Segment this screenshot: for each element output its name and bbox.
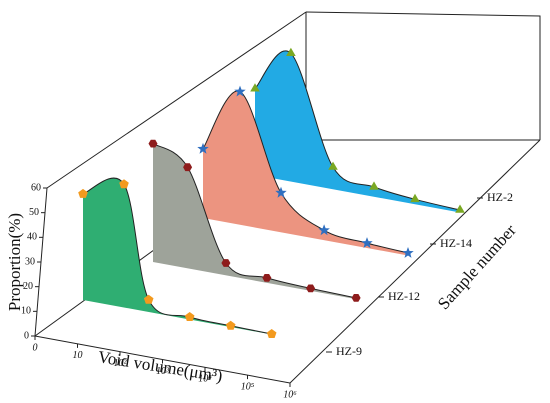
- y-tick-label: 30: [25, 256, 35, 267]
- area: [203, 90, 408, 256]
- x-tick-label: 10⁴: [198, 374, 212, 385]
- series: [148, 139, 361, 302]
- marker: [78, 188, 88, 198]
- marker: [351, 294, 361, 302]
- series: [78, 177, 277, 338]
- marker: [328, 161, 338, 170]
- marker: [143, 294, 154, 304]
- marker: [262, 274, 272, 282]
- area: [255, 50, 460, 213]
- x-tick-label: 10²: [114, 358, 128, 369]
- marker: [119, 179, 129, 189]
- y-tick-label: 40: [27, 232, 37, 243]
- marker: [455, 204, 465, 213]
- marker: [369, 181, 379, 190]
- marker: [221, 259, 231, 267]
- depth-tick-label: HZ-12: [388, 289, 420, 303]
- depth-tick-label: HZ-9: [336, 344, 362, 358]
- area: [83, 178, 272, 335]
- marker: [183, 163, 193, 172]
- x-tick-label: 0: [33, 342, 38, 353]
- marker: [410, 193, 420, 203]
- series: [197, 85, 414, 258]
- depth-axis: [289, 139, 541, 384]
- marker: [266, 329, 277, 338]
- back-plane: [305, 11, 541, 140]
- x-tick-label: 10: [73, 350, 83, 361]
- marker: [306, 284, 316, 293]
- y-tick-label: 0: [24, 330, 29, 341]
- top-edge: [46, 11, 307, 189]
- y-tick-label: 10: [21, 306, 31, 317]
- marker: [402, 247, 414, 258]
- marker: [318, 224, 330, 236]
- x-tick-label: 10⁵: [241, 381, 255, 392]
- y-axis-title: Proportion(%): [5, 213, 24, 311]
- depth-tick-label: HZ-2: [487, 190, 513, 204]
- x-tick-label: 10⁶: [283, 389, 297, 400]
- y-tick-label: 20: [23, 281, 33, 292]
- marker: [234, 85, 246, 97]
- z-axis-title: Sample number: [434, 221, 520, 314]
- depth-tick-label: HZ-14: [440, 236, 472, 250]
- marker: [250, 83, 260, 92]
- marker: [148, 139, 158, 148]
- x-tick-label: 10³: [156, 366, 170, 377]
- y-tick-label: 50: [29, 207, 39, 218]
- marker: [361, 237, 373, 248]
- marker: [275, 186, 287, 198]
- marker: [184, 312, 195, 321]
- y-tick-label: 60: [31, 182, 41, 193]
- marker: [197, 142, 209, 154]
- area: [153, 143, 357, 300]
- marker: [286, 47, 296, 56]
- marker: [225, 320, 236, 330]
- series: [250, 47, 465, 213]
